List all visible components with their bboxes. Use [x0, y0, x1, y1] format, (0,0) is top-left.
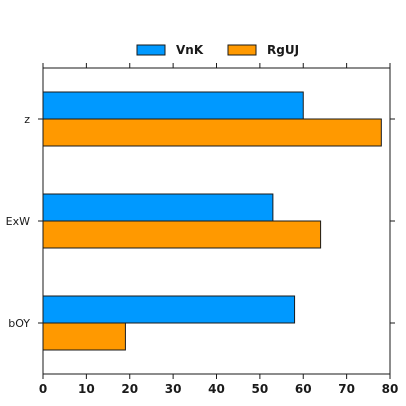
bar-VnK-z [42, 91, 304, 120]
x-tick-label: 20 [121, 382, 138, 396]
x-tick-label: 70 [338, 382, 355, 396]
x-tick-label: 50 [252, 382, 269, 396]
x-tick-label: 30 [165, 382, 182, 396]
x-tick-label: 0 [39, 382, 47, 396]
x-tick-label: 80 [382, 382, 399, 396]
bar-RgUJ-z [42, 118, 382, 147]
bars-group [42, 91, 382, 351]
legend-label-VnK: VnK [176, 43, 204, 57]
legend-swatch-RgUJ [227, 44, 257, 56]
x-tick-label: 60 [295, 382, 312, 396]
bar-RgUJ-ExW [42, 220, 322, 249]
y-category-label: z [24, 113, 30, 126]
y-category-label: ExW [6, 215, 30, 228]
legend-swatch-VnK [136, 44, 166, 56]
x-tick-label: 10 [78, 382, 95, 396]
x-tick-label: 40 [208, 382, 225, 396]
legend: VnK RgUJ [136, 43, 299, 57]
legend-label-RgUJ: RgUJ [267, 43, 299, 57]
x-axis: 0 10 20 30 40 50 60 70 80 [39, 63, 399, 396]
y-category-label: bOY [8, 317, 30, 330]
y-axis: z ExW bOY [6, 113, 395, 330]
bar-RgUJ-bOY [42, 322, 126, 351]
bar-VnK-ExW [42, 193, 274, 222]
bar-VnK-bOY [42, 295, 296, 324]
